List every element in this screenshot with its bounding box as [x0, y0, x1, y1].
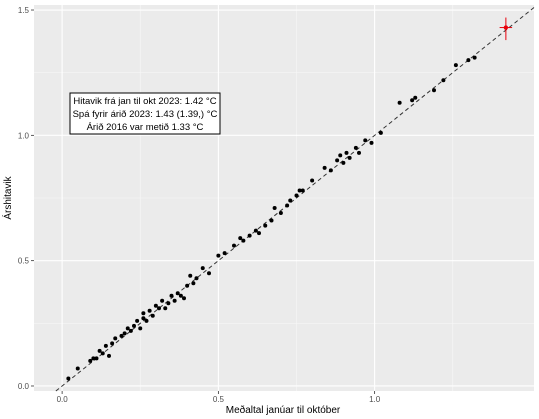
data-point-20: [144, 318, 149, 323]
data-point-40: [222, 251, 227, 256]
data-point-68: [378, 130, 383, 135]
data-point-28: [169, 293, 174, 298]
data-point-36: [194, 276, 199, 281]
data-point-50: [278, 211, 283, 216]
data-point-9: [110, 341, 115, 346]
data-point-37: [200, 266, 205, 271]
y-tick-label-3: 1.5: [18, 6, 30, 15]
data-point-58: [328, 168, 333, 173]
data-point-24: [157, 306, 161, 311]
data-point-38: [207, 271, 211, 276]
data-point-53: [294, 193, 299, 198]
y-axis-ticks: 0.0 0.5 1.0 1.5: [18, 6, 34, 391]
x-tick-label-2: 1.0: [369, 395, 381, 404]
data-point-8: [107, 353, 111, 358]
data-point-2: [88, 358, 93, 363]
data-point-5: [97, 348, 102, 353]
data-point-19: [141, 311, 146, 316]
data-point-41: [232, 243, 236, 248]
data-point-47: [263, 223, 268, 228]
data-point-26: [163, 306, 168, 311]
data-point-4: [94, 356, 99, 361]
data-point-32: [182, 296, 186, 301]
major-grid: [34, 5, 534, 391]
data-point-14: [128, 328, 133, 333]
data-point-72: [432, 88, 436, 93]
data-point-71: [413, 95, 418, 100]
data-point-57: [322, 165, 327, 170]
data-point-64: [353, 145, 358, 150]
annotation-line-1: Hitavik frá jan til okt 2023: 1.42 °C: [73, 96, 216, 107]
annotation-line-2: Spá fyrir árið 2023: 1.43 (1.39,) °C: [73, 109, 218, 120]
data-point-7: [103, 343, 108, 348]
data-point-75: [466, 58, 471, 63]
data-point-60: [338, 153, 343, 158]
annotation-line-3: Árið 2016 var metið 1.33 °C: [87, 122, 204, 133]
data-point-74: [453, 63, 458, 68]
data-point-67: [369, 140, 374, 145]
data-point-31: [178, 293, 183, 298]
data-point-44: [247, 233, 252, 238]
data-point-22: [150, 313, 155, 318]
y-tick-label-0: 0.0: [18, 382, 30, 391]
data-point-25: [160, 298, 165, 303]
data-point-1: [75, 366, 80, 371]
data-point-34: [188, 273, 193, 278]
data-point-48: [269, 218, 274, 223]
data-point-70: [410, 98, 415, 103]
data-point-52: [288, 198, 293, 203]
annotation-box: Hitavik frá jan til okt 2023: 1.42 °C Sp…: [69, 92, 221, 135]
x-tick-label-0: 0.0: [57, 395, 69, 404]
data-point-63: [347, 155, 352, 160]
data-point-16: [135, 318, 140, 323]
data-point-65: [357, 150, 361, 155]
annotation-border: [69, 92, 221, 135]
data-point-3: [91, 356, 96, 361]
data-point-17: [138, 326, 143, 331]
data-point-39: [216, 253, 221, 258]
data-point-42: [238, 236, 243, 241]
data-point-69: [397, 100, 402, 105]
x-axis-ticks: 0.0 0.5 1.0: [57, 391, 381, 404]
data-point-46: [257, 231, 261, 236]
y-axis-title: Árshitavik: [1, 175, 14, 219]
data-point-73: [441, 78, 446, 83]
y-tick-label-1: 0.5: [18, 257, 30, 266]
x-tick-label-1: 0.5: [213, 395, 225, 404]
data-point-45: [253, 228, 258, 233]
data-point-61: [341, 160, 346, 165]
data-point-11: [119, 333, 124, 338]
data-point-43: [241, 238, 246, 243]
data-point-62: [344, 150, 349, 155]
data-point-66: [363, 138, 368, 143]
y-tick-label-2: 1.0: [18, 131, 30, 140]
data-point-10: [113, 336, 118, 341]
data-point-18: [141, 316, 146, 321]
highlight-point-marker: [503, 25, 509, 30]
data-point-55: [300, 188, 305, 193]
data-point-76: [472, 55, 477, 60]
data-point-23: [153, 303, 158, 308]
data-point-21: [147, 308, 152, 313]
data-point-59: [335, 158, 340, 163]
data-point-13: [125, 326, 130, 331]
data-point-27: [166, 301, 171, 306]
data-point-56: [310, 178, 315, 183]
data-point-12: [122, 331, 127, 336]
data-point-51: [285, 203, 290, 208]
data-point-0: [66, 376, 71, 381]
data-point-6: [100, 351, 105, 356]
data-point-49: [272, 206, 277, 211]
data-point-30: [175, 291, 180, 296]
data-point-35: [191, 281, 196, 286]
highlight-point: [499, 17, 513, 41]
data-point-15: [132, 323, 136, 328]
x-axis-title: Meðaltal janúar til október: [226, 404, 341, 416]
data-point-29: [172, 298, 177, 303]
data-point-33: [185, 283, 190, 288]
data-points: [66, 55, 477, 381]
data-point-54: [297, 188, 302, 193]
